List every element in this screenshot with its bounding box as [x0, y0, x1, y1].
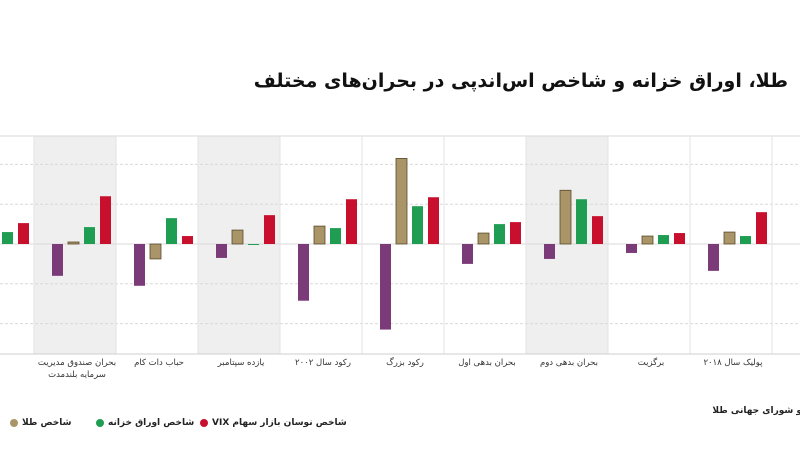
bar-vix-1: [100, 196, 111, 244]
bar-vix-0: [18, 223, 29, 244]
legend-treasury: شاخص اوراق خزانه: [96, 418, 194, 428]
category-label-1: بحران صندوق مدیریت سرمایه بلندمدت: [37, 358, 117, 380]
bar-loss-5: [380, 244, 391, 330]
bar-vix-6: [510, 222, 521, 244]
bar-vix-3: [264, 215, 275, 244]
category-label-8: برگزیت: [637, 358, 665, 368]
bar-vix-7: [592, 216, 603, 244]
bar-vix-2: [182, 236, 193, 244]
bar-treasury-7: [576, 199, 587, 244]
legend-label-treasury: شاخص اوراق خزانه: [108, 418, 195, 428]
bar-loss-1: [52, 244, 63, 276]
bar-treasury-2: [166, 218, 177, 244]
legend-label-vix: شاخص نوسان بازار سهام VIX: [212, 418, 347, 428]
bar-gold-7: [559, 189, 572, 245]
bar-gold-8: [641, 235, 654, 245]
category-label-5: رکود بزرگ: [386, 358, 424, 368]
bar-treasury-1: [84, 227, 95, 244]
bar-loss-6: [462, 244, 473, 264]
bar-treasury-6: [494, 224, 505, 244]
bar-gold-6: [477, 232, 490, 245]
category-label-0: جـ: [0, 357, 37, 369]
column-band-3: [198, 136, 280, 354]
legend-gold: شاخص طلا: [10, 418, 71, 428]
bar-gold-1: [67, 241, 80, 245]
bar-loss-4: [298, 244, 309, 301]
bar-vix-4: [346, 199, 357, 244]
column-band-7: [526, 136, 608, 354]
bar-gold-3: [231, 229, 244, 245]
bar-gold-5: [395, 158, 408, 245]
chart-title: طلا، اوراق خزانه و شاخص اس‌اندپی در بحرا…: [253, 70, 788, 92]
bar-gold-2: [149, 243, 162, 260]
bar-loss-2: [134, 244, 145, 286]
legend-swatch-treasury: [96, 419, 104, 427]
legend-label-gold: شاخص طلا: [22, 418, 72, 428]
category-label-9: پولیک سال ۲۰۱۸: [703, 358, 763, 368]
column-band-1: [34, 136, 116, 354]
source-note: و شورای جهانی طلا: [712, 406, 800, 416]
bar-treasury-4: [330, 228, 341, 244]
bar-vix-8: [674, 233, 685, 244]
legend-swatch-gold: [10, 419, 18, 427]
bar-loss-9: [708, 244, 719, 271]
bar-loss-3: [216, 244, 227, 258]
bar-treasury-5: [412, 206, 423, 244]
category-label-2: حباب دات کام: [134, 358, 184, 368]
bar-vix-9: [756, 212, 767, 244]
legend-swatch-vix: [200, 419, 208, 427]
bar-loss-8: [626, 244, 637, 253]
bar-treasury-0: [2, 232, 13, 244]
category-label-7: بحران بدهی دوم: [539, 358, 599, 368]
category-label-3: یازده سپتامبر: [217, 358, 265, 368]
legend-vix: شاخص نوسان بازار سهام VIX: [200, 418, 347, 428]
bar-vix-5: [428, 197, 439, 244]
category-label-4: رکود سال ۲۰۰۲: [295, 358, 351, 368]
bar-treasury-9: [740, 236, 751, 244]
category-label-6: بحران بدهی اول: [458, 358, 516, 368]
bar-loss-7: [544, 244, 555, 259]
bar-gold-9: [723, 231, 736, 245]
bar-treasury-8: [658, 235, 669, 244]
bar-gold-4: [313, 225, 326, 245]
bar-treasury-3: [248, 244, 259, 245]
